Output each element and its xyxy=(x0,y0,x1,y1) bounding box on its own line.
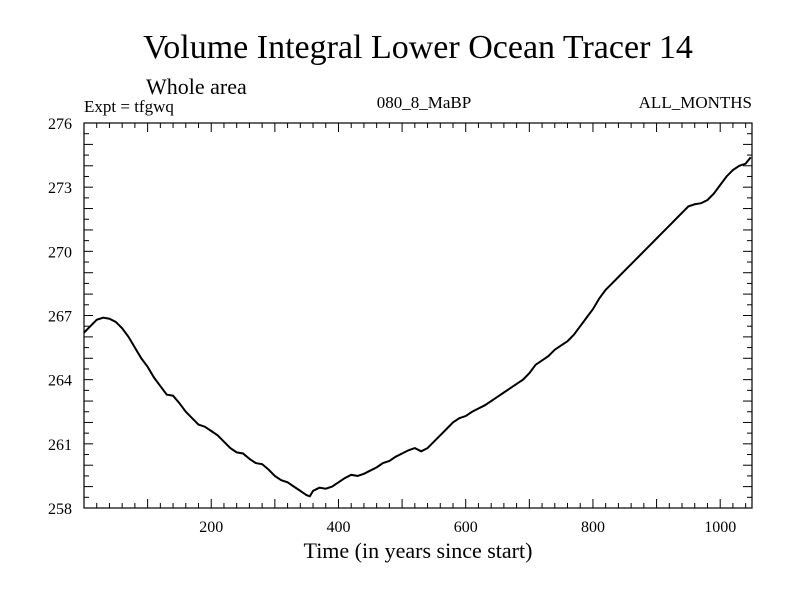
y-tick-label: 264 xyxy=(48,373,72,390)
x-axis-label: Time (in years since start) xyxy=(304,538,533,563)
chart-subtitle: Whole area xyxy=(146,74,247,99)
y-tick-label: 273 xyxy=(48,180,72,197)
x-tick-labels: 200 400 600 800 1000 xyxy=(199,519,736,536)
chart-title: Volume Integral Lower Ocean Tracer 14 xyxy=(143,29,693,66)
y-tick-labels: 258 261 264 267 270 273 276 xyxy=(48,116,72,518)
x-tick-label: 600 xyxy=(454,519,478,536)
expt-label: Expt = tfgwq xyxy=(84,97,174,116)
x-tick-label: 1000 xyxy=(704,519,736,536)
axis-ticks xyxy=(84,123,752,508)
y-tick-label: 276 xyxy=(48,116,72,133)
y-tick-label: 270 xyxy=(48,244,72,261)
run-label: 080_8_MaBP xyxy=(377,93,471,112)
x-tick-label: 800 xyxy=(581,519,605,536)
series-line xyxy=(83,156,752,498)
months-label: ALL_MONTHS xyxy=(639,93,752,112)
x-tick-label: 200 xyxy=(199,519,223,536)
y-tick-label: 258 xyxy=(48,501,72,518)
y-tick-label: 261 xyxy=(48,437,72,454)
y-tick-label: 267 xyxy=(48,309,72,326)
x-tick-label: 400 xyxy=(326,519,350,536)
